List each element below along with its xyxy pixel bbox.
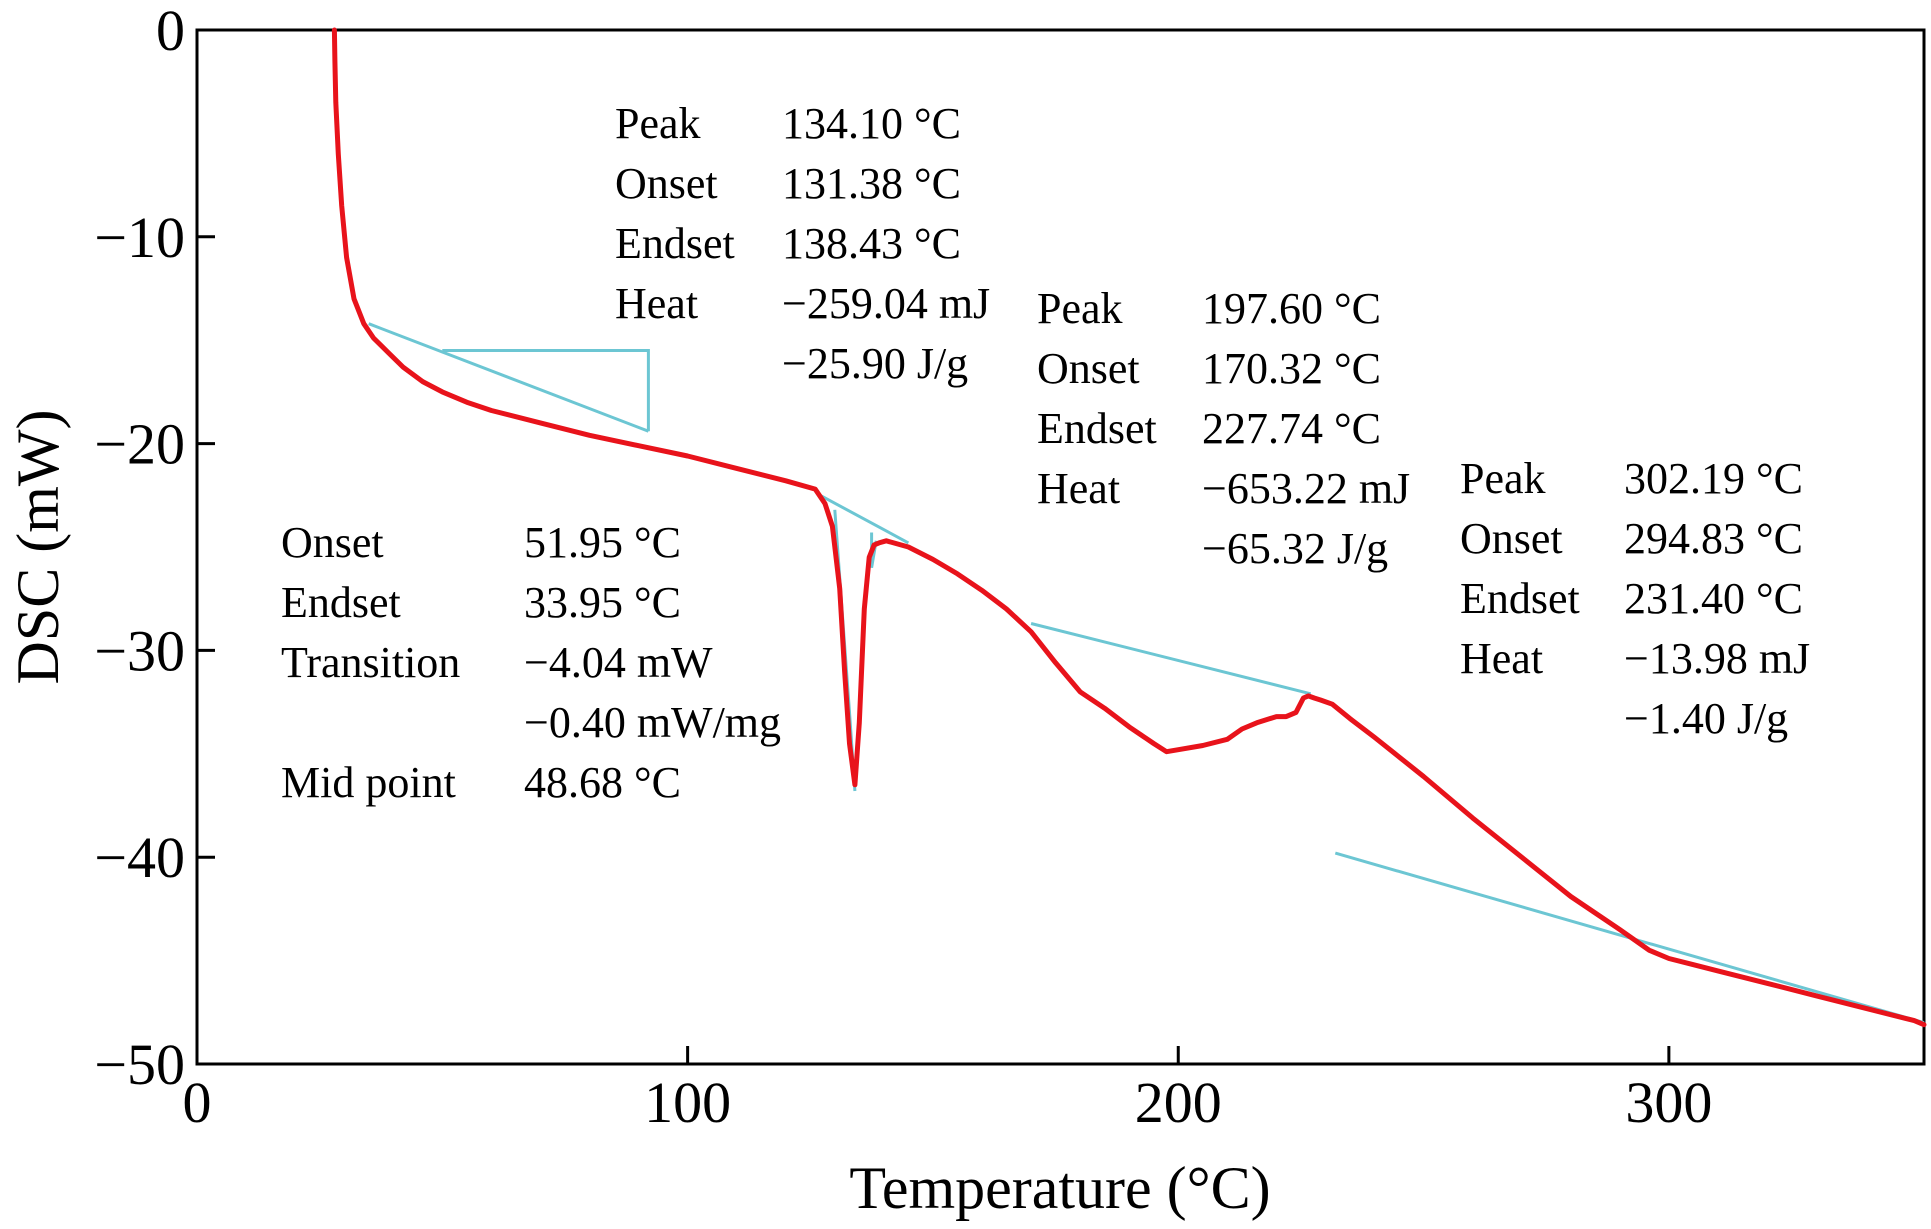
- annotation-label: Onset: [1037, 344, 1140, 393]
- annotation-value: 197.60 °C: [1202, 284, 1381, 333]
- x-tick-label: 200: [1135, 1070, 1222, 1135]
- annotation-label: Onset: [281, 518, 384, 567]
- annotation-label: Heat: [1037, 464, 1120, 513]
- annotation-value: 33.95 °C: [524, 578, 681, 627]
- y-tick-label: −30: [94, 618, 185, 683]
- annotation-value: 302.19 °C: [1624, 454, 1803, 503]
- annotation-label: Peak: [1460, 454, 1546, 503]
- annotation-value: 138.43 °C: [782, 219, 961, 268]
- y-tick-label: −50: [94, 1032, 185, 1097]
- x-axis-title: Temperature (°C): [849, 1155, 1270, 1221]
- y-tick-label: −10: [94, 205, 185, 270]
- annotation-label: Transition: [281, 638, 460, 687]
- axis-ticks: 0 100 200 300 0 −10 −20 −30 −40 −50: [94, 0, 1712, 1135]
- annotation-label: Mid point: [281, 758, 456, 807]
- annotation-value: 170.32 °C: [1202, 344, 1381, 393]
- tangent-line: [368, 322, 649, 433]
- dsc-curve: [331, 27, 1927, 1028]
- annotation-value: −13.98 mJ: [1624, 634, 1810, 683]
- annotation-value: 131.38 °C: [782, 159, 961, 208]
- annotation-value: −259.04 mJ: [782, 279, 990, 328]
- tangent-line: [442, 349, 650, 432]
- annotation-block: Peak 197.60 °C Onset 170.32 °C Endset 227.74 …: [1037, 284, 1410, 573]
- annotation-label: Onset: [1460, 514, 1563, 563]
- x-tick-label: 100: [644, 1070, 731, 1135]
- annotation-label: Endset: [615, 219, 735, 268]
- annotation-label: Endset: [1460, 574, 1580, 623]
- annotation-block: Peak 302.19 °C Onset 294.83 °C Endset 231.40 …: [1460, 454, 1810, 743]
- plot-frame: [195, 28, 1926, 1066]
- tangent-line: [1030, 622, 1312, 696]
- tangent-line: [819, 493, 910, 545]
- annotation-label: Onset: [615, 159, 718, 208]
- annotation-blocks: Peak 134.10 °C Onset 131.38 °C Endset 138.43 …: [281, 99, 1810, 807]
- annotation-block: Onset 51.95 °C Endset 33.95 °C Transition −4.…: [281, 518, 781, 807]
- annotation-value: −653.22 mJ: [1202, 464, 1410, 513]
- annotation-value: −0.40 mW/mg: [524, 698, 781, 747]
- data-series: [331, 27, 1927, 1028]
- annotation-value: −25.90 J/g: [782, 339, 968, 388]
- annotation-value: 227.74 °C: [1202, 404, 1381, 453]
- annotation-value: 134.10 °C: [782, 99, 961, 148]
- annotation-label: Peak: [615, 99, 701, 148]
- annotation-value: −4.04 mW: [524, 638, 713, 687]
- annotation-value: −65.32 J/g: [1202, 524, 1388, 573]
- annotation-label: Peak: [1037, 284, 1123, 333]
- annotation-label: Heat: [615, 279, 698, 328]
- y-tick-label: −20: [94, 412, 185, 477]
- y-axis-title: DSC (mW): [5, 410, 71, 685]
- y-tick-label: 0: [156, 0, 185, 63]
- y-tick-label: −40: [94, 825, 185, 890]
- annotation-value: −1.40 J/g: [1624, 694, 1788, 743]
- annotation-value: 51.95 °C: [524, 518, 681, 567]
- annotation-label: Heat: [1460, 634, 1543, 683]
- x-tick-label: 0: [183, 1070, 212, 1135]
- x-tick-label: 300: [1625, 1070, 1712, 1135]
- annotation-label: Endset: [281, 578, 401, 627]
- annotation-value: 231.40 °C: [1624, 574, 1803, 623]
- annotation-value: 48.68 °C: [524, 758, 681, 807]
- annotation-label: Endset: [1037, 404, 1157, 453]
- annotation-block: Peak 134.10 °C Onset 131.38 °C Endset 138.43 …: [615, 99, 990, 388]
- annotation-value: 294.83 °C: [1624, 514, 1803, 563]
